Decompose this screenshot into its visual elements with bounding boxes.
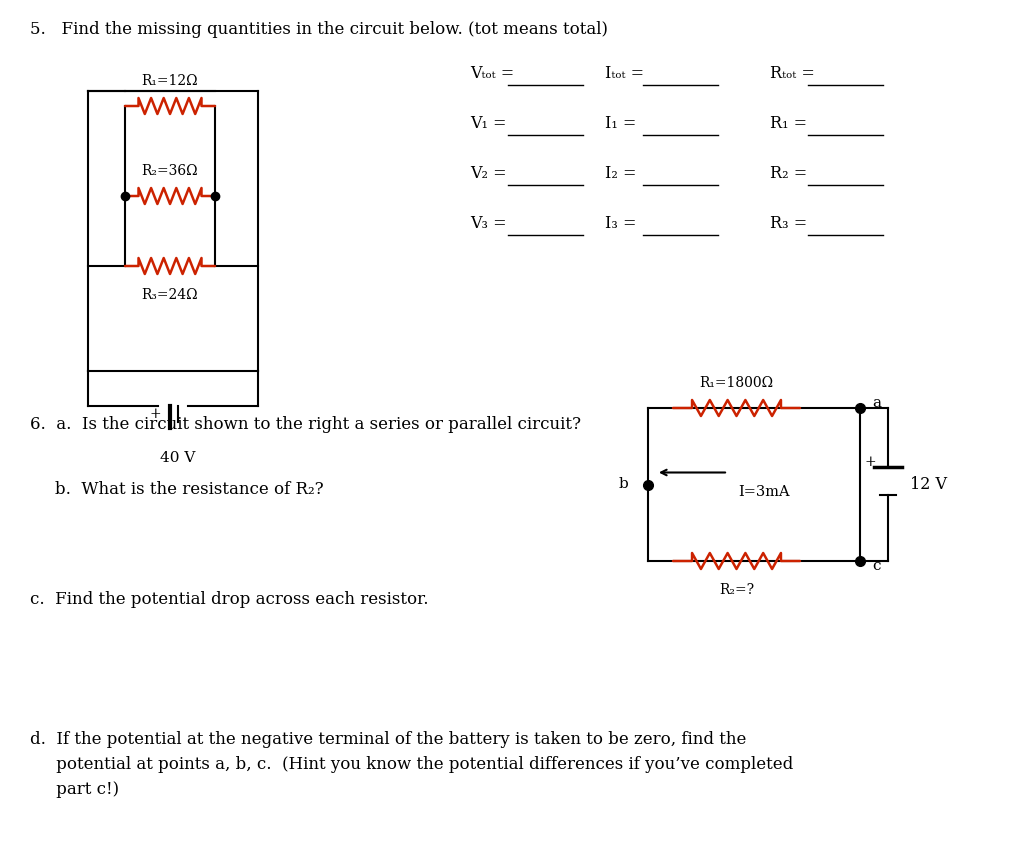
- Text: R₂=?: R₂=?: [719, 583, 754, 597]
- Text: Iₜₒₜ =: Iₜₒₜ =: [605, 64, 644, 81]
- Text: Vₜₒₜ =: Vₜₒₜ =: [470, 64, 514, 81]
- Text: c.  Find the potential drop across each resistor.: c. Find the potential drop across each r…: [30, 591, 428, 608]
- Text: R₁ =: R₁ =: [770, 114, 807, 132]
- Text: I₃ =: I₃ =: [605, 215, 637, 231]
- Text: R₁=1800Ω: R₁=1800Ω: [699, 376, 773, 390]
- Text: potential at points a, b, c.  (Hint you know the potential differences if you’ve: potential at points a, b, c. (Hint you k…: [30, 756, 794, 773]
- Text: R₂=36Ω: R₂=36Ω: [141, 164, 199, 178]
- Text: +: +: [864, 456, 876, 469]
- Text: b: b: [618, 477, 628, 492]
- Text: Rₜₒₜ =: Rₜₒₜ =: [770, 64, 815, 81]
- Text: part c!): part c!): [30, 781, 119, 798]
- Text: d.  If the potential at the negative terminal of the battery is taken to be zero: d. If the potential at the negative term…: [30, 731, 746, 748]
- Text: I=3mA: I=3mA: [738, 484, 790, 499]
- Text: c: c: [872, 559, 881, 573]
- Text: b.  What is the resistance of R₂?: b. What is the resistance of R₂?: [55, 481, 324, 498]
- Text: +: +: [150, 407, 161, 421]
- Text: R₁=12Ω: R₁=12Ω: [141, 74, 199, 88]
- Text: V₁ =: V₁ =: [470, 114, 507, 132]
- Text: 5.   Find the missing quantities in the circuit below. (tot means total): 5. Find the missing quantities in the ci…: [30, 21, 608, 38]
- Text: V₃ =: V₃ =: [470, 215, 507, 231]
- Text: R₂ =: R₂ =: [770, 165, 807, 182]
- Text: R₃ =: R₃ =: [770, 215, 807, 231]
- Text: 6.  a.  Is the circuit shown to the right a series or parallel circuit?: 6. a. Is the circuit shown to the right …: [30, 416, 581, 433]
- Text: R₃=24Ω: R₃=24Ω: [141, 288, 199, 302]
- Text: 12 V: 12 V: [910, 476, 947, 493]
- Text: 40 V: 40 V: [161, 451, 196, 465]
- Text: V₂ =: V₂ =: [470, 165, 507, 182]
- Text: a: a: [872, 396, 881, 410]
- Text: I₁ =: I₁ =: [605, 114, 636, 132]
- Text: I₂ =: I₂ =: [605, 165, 637, 182]
